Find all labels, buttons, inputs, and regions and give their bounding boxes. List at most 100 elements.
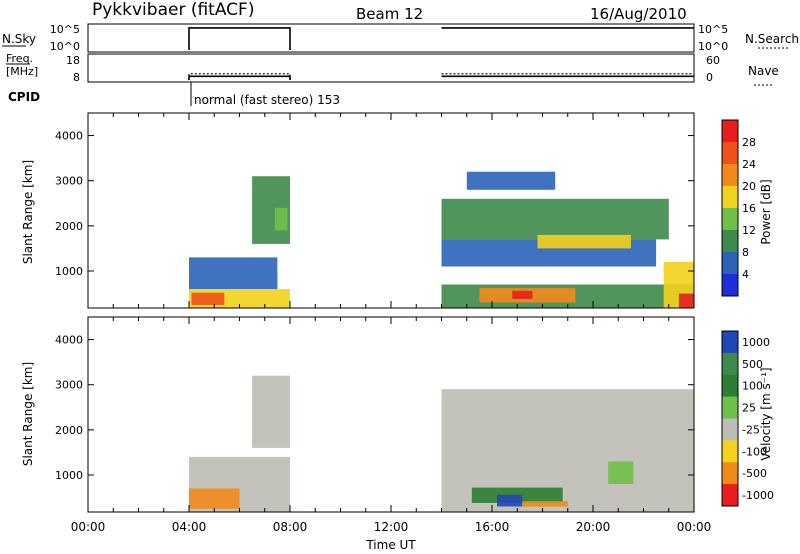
power-colorbar: 4 8 12 16 20 24 28 xyxy=(721,119,756,297)
time-tick-label-4: 16:00 xyxy=(475,520,510,534)
colorbar-swatch-6 xyxy=(722,252,738,275)
y-tick-label-4000: 4000 xyxy=(55,334,83,347)
cpid-text: normal (fast stereo) 153 xyxy=(194,93,340,107)
colorbar-tick-0: 4 xyxy=(742,268,749,281)
colorbar-swatch-3 xyxy=(722,396,738,419)
colorbar-tick-0: 1000 xyxy=(742,336,770,349)
heatmap-cell-9 xyxy=(441,198,669,240)
colorbar-swatch-2 xyxy=(722,164,738,187)
y-tick-label-4000: 4000 xyxy=(55,130,83,143)
nsky-frame xyxy=(87,23,695,53)
colorbar-tick-6: 28 xyxy=(742,136,756,149)
heatmap-cell-10 xyxy=(537,234,631,249)
colorbar-swatch-5 xyxy=(722,230,738,253)
colorbar-swatch-1 xyxy=(722,142,738,165)
freq-label-line2: [MHz] xyxy=(6,65,38,78)
colorbar-tick-5: -100 xyxy=(742,445,767,458)
colorbar-tick-2: 12 xyxy=(742,224,756,237)
velocity-ylabel: Slant Range [km] xyxy=(21,362,35,466)
heatmap-cell-4 xyxy=(274,207,288,231)
colorbar-swatch-0 xyxy=(722,120,738,143)
velocity-colorbar: 1000 500 100 25 -25 -100 -500 -1000 xyxy=(721,330,774,507)
colorbar-tick-1: 8 xyxy=(742,246,749,259)
colorbar-tick-2: 100 xyxy=(742,380,763,393)
time-tick-label-5: 20:00 xyxy=(576,520,611,534)
y-tick-label-1000: 1000 xyxy=(55,265,83,278)
freq-series xyxy=(188,75,694,80)
colorbar-swatch-2 xyxy=(722,374,738,398)
y-tick-label-3000: 3000 xyxy=(55,379,83,392)
time-axis-title: Time UT xyxy=(365,538,416,552)
colorbar-tick-1: 500 xyxy=(742,358,763,371)
freq-label-line1: Freq. xyxy=(6,52,33,65)
heatmap-cell-5 xyxy=(497,494,523,507)
freq-tick-lo: 8 xyxy=(73,71,80,84)
station-title: Pykkvibaer (fitACF) xyxy=(92,0,254,20)
nsky-label: N.Sky xyxy=(2,32,36,46)
heatmap-cell-7 xyxy=(608,461,634,484)
nsearch-tick-hi: 10^5 xyxy=(698,23,728,36)
heatmap-cell-6 xyxy=(522,501,568,507)
heatmap-cell-7 xyxy=(512,290,533,299)
time-tick-label-3: 12:00 xyxy=(374,520,409,534)
nsky-strip: N.Sky 10^5 10^0 10^5 10^0 N.Search xyxy=(2,23,799,53)
y-tick-label-2000: 2000 xyxy=(55,424,83,437)
colorbar-swatch-6 xyxy=(722,462,738,485)
velocity-colorbar-label: Velocity [m s⁻¹] xyxy=(759,367,773,460)
power-ylabel: Slant Range [km] xyxy=(21,160,35,264)
time-axis-labels: 00:00 04:00 08:00 12:00 16:00 20:00 00:00 xyxy=(71,520,712,534)
freq-strip: Freq. [MHz] 18 8 60 0 Nave xyxy=(6,52,779,86)
nsky-series xyxy=(188,27,694,50)
velocity-heatmap-cells xyxy=(189,375,694,512)
power-axis-ticks: 1000 2000 3000 4000 xyxy=(55,113,695,308)
colorbar-tick-4: -25 xyxy=(742,423,760,436)
power-colorbar-label: Power [dB] xyxy=(759,179,773,244)
velocity-axis-ticks: 1000 2000 3000 4000 xyxy=(55,317,695,512)
colorbar-tick-3: 16 xyxy=(742,202,756,215)
nave-label: Nave xyxy=(748,64,779,78)
heatmap-cell-2 xyxy=(252,375,290,448)
heatmap-cell-1 xyxy=(191,292,225,305)
colorbar-frame xyxy=(721,330,739,507)
y-tick-label-2000: 2000 xyxy=(55,220,83,233)
power-heatmap-cells xyxy=(189,171,694,308)
y-tick-label-3000: 3000 xyxy=(55,175,83,188)
cpid-label: CPID xyxy=(8,90,40,104)
velocity-panel: 1000 2000 3000 4000 Slant Range [km] xyxy=(21,316,695,513)
colorbar-swatch-7 xyxy=(722,274,738,297)
heatmap-cell-2 xyxy=(189,257,278,289)
beam-label: Beam 12 xyxy=(356,5,423,23)
colorbar-swatch-3 xyxy=(722,186,738,209)
colorbar-tick-7: -1000 xyxy=(742,489,774,502)
time-tick-label-1: 04:00 xyxy=(172,520,207,534)
freq-frame xyxy=(87,53,695,83)
colorbar-frame xyxy=(721,119,739,297)
power-panel: 1000 2000 3000 4000 Slant Range [km] xyxy=(21,112,695,309)
colorbar-swatch-7 xyxy=(722,484,738,507)
colorbar-tick-3: 25 xyxy=(742,402,756,415)
nsky-tick-lo: 10^0 xyxy=(50,40,80,53)
nsky-tick-hi: 10^5 xyxy=(50,23,80,36)
nave-series xyxy=(188,73,694,80)
time-tick-label-0: 00:00 xyxy=(71,520,106,534)
colorbar-swatch-4 xyxy=(722,418,738,441)
date-label: 16/Aug/2010 xyxy=(590,5,687,23)
time-tick-label-2: 08:00 xyxy=(273,520,308,534)
freq-tick-hi: 18 xyxy=(66,54,80,67)
heatmap-cell-1 xyxy=(189,488,240,509)
nsearch-label: N.Search xyxy=(745,32,799,46)
colorbar-tick-5: 24 xyxy=(742,158,756,171)
colorbar-swatch-4 xyxy=(722,208,738,231)
nsearch-tick-lo: 10^0 xyxy=(698,40,728,53)
y-tick-label-1000: 1000 xyxy=(55,469,83,482)
colorbar-swatch-5 xyxy=(722,440,738,463)
colorbar-tick-6: -500 xyxy=(742,467,767,480)
heatmap-cell-13 xyxy=(466,171,556,190)
nave-tick-hi: 60 xyxy=(706,54,720,67)
colorbar-swatch-1 xyxy=(722,352,738,376)
heatmap-cell-12 xyxy=(678,293,694,308)
nave-tick-lo: 0 xyxy=(706,71,713,84)
time-tick-label-6: 00:00 xyxy=(677,520,712,534)
colorbar-swatch-0 xyxy=(722,331,738,354)
